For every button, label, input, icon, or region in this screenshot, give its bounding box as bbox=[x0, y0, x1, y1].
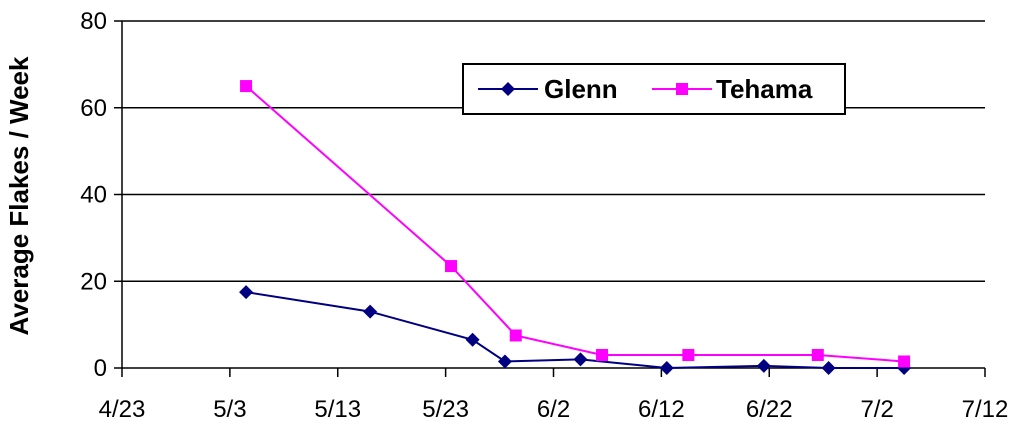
y-axis-title: Average Flakes / Week bbox=[4, 56, 34, 335]
data-point-glenn bbox=[239, 285, 254, 300]
data-point-tehama bbox=[898, 355, 911, 368]
data-point-tehama bbox=[682, 348, 695, 361]
series-line-tehama bbox=[245, 85, 905, 363]
x-tick-label: 6/2 bbox=[537, 396, 570, 423]
legend-glenn-marker bbox=[501, 82, 515, 96]
gridlines bbox=[122, 20, 985, 282]
data-point-glenn bbox=[363, 304, 378, 319]
data-point-glenn bbox=[465, 332, 480, 347]
legend-tehama-label: Tehama bbox=[716, 74, 813, 104]
y-tick-label: 0 bbox=[94, 355, 107, 382]
legend-tehama-marker bbox=[676, 83, 688, 95]
y-tick-label: 20 bbox=[80, 268, 107, 295]
data-point-tehama bbox=[240, 80, 253, 93]
data-point-glenn bbox=[821, 361, 836, 375]
x-tick-label: 6/22 bbox=[746, 396, 793, 423]
x-tick-label: 5/3 bbox=[213, 396, 246, 423]
x-tick-label: 7/12 bbox=[962, 396, 1009, 423]
data-point-tehama bbox=[596, 348, 609, 361]
data-point-tehama bbox=[811, 348, 824, 361]
legend: Glenn Tehama bbox=[462, 63, 846, 115]
x-tick-label: 5/13 bbox=[314, 396, 361, 423]
data-point-tehama bbox=[445, 260, 458, 273]
x-tick-label: 4/23 bbox=[99, 396, 146, 423]
x-tick-label: 6/12 bbox=[638, 396, 685, 423]
series-glenn bbox=[239, 285, 912, 375]
data-point-glenn bbox=[573, 352, 588, 367]
data-point-tehama bbox=[509, 329, 522, 342]
x-tick-label: 5/23 bbox=[422, 396, 469, 423]
series-tehama bbox=[240, 80, 911, 368]
y-tick-label: 40 bbox=[80, 182, 107, 209]
legend-glenn-label: Glenn bbox=[544, 74, 618, 104]
data-point-glenn bbox=[659, 361, 674, 375]
data-point-glenn bbox=[756, 358, 771, 373]
series-line-glenn bbox=[245, 291, 905, 370]
x-tick-label: 7/2 bbox=[860, 396, 893, 423]
tick-labels: 0 20 40 60 80 4/23 5/3 5/13 5/23 6/2 6/12 6/22 7/2 7/… bbox=[80, 8, 1008, 423]
y-tick-label: 80 bbox=[80, 8, 107, 35]
y-tick-label: 60 bbox=[80, 95, 107, 122]
series-layer bbox=[239, 80, 912, 375]
data-point-glenn bbox=[497, 354, 512, 369]
